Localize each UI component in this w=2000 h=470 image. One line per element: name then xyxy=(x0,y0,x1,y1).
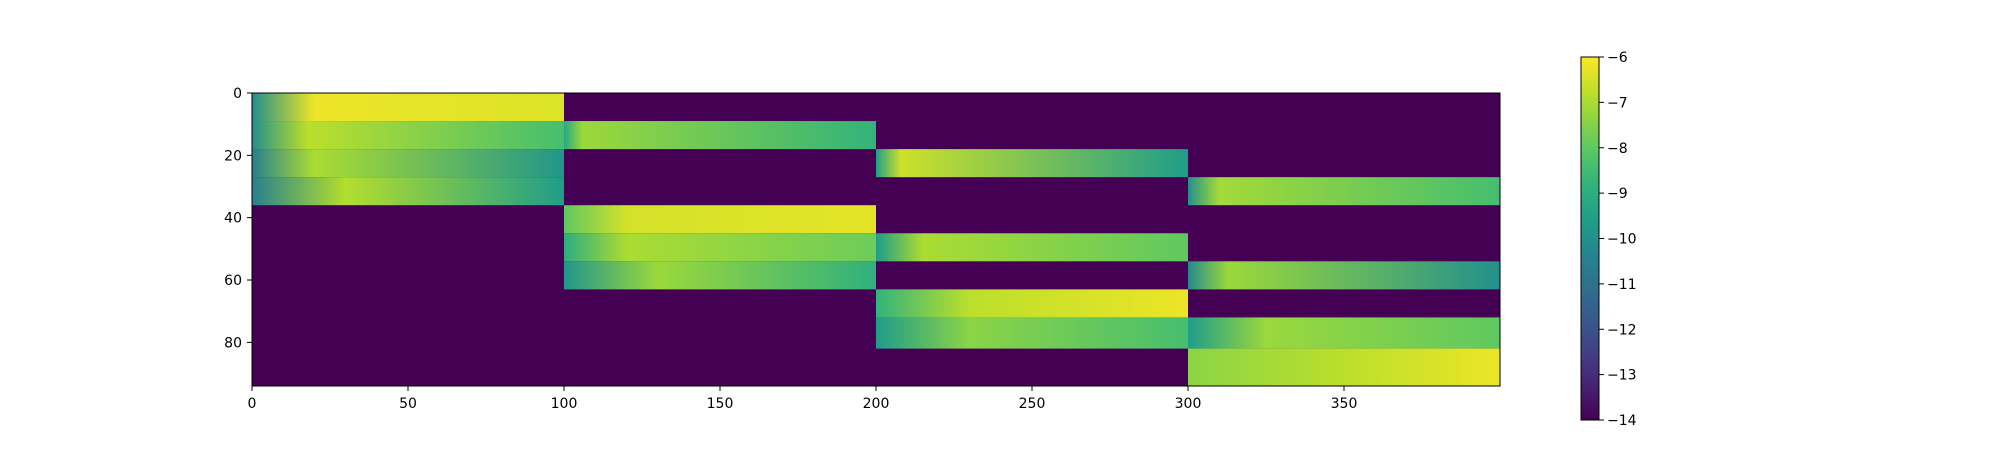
colorbar-tick-label: −11 xyxy=(1607,277,1637,293)
colorbar-tick-label: −9 xyxy=(1607,186,1628,202)
y-tick-label: 40 xyxy=(224,211,242,227)
heatmap-band xyxy=(876,149,1188,178)
heatmap-band xyxy=(876,317,1188,349)
heatmap-band xyxy=(876,289,1188,318)
heatmap-band xyxy=(252,121,564,150)
colorbar-tick-label: −14 xyxy=(1607,413,1637,429)
heatmap-band xyxy=(1188,317,1500,349)
heatmap-band xyxy=(1188,348,1500,386)
heatmap-band xyxy=(252,177,564,206)
colorbar: −14 −13 −12 −11 −10 −9 −8 −7 −6 xyxy=(1580,50,1637,429)
heatmap-band xyxy=(1188,177,1500,206)
heatmap-band xyxy=(564,205,876,234)
y-tick-label: 80 xyxy=(224,335,242,351)
y-tick-label: 60 xyxy=(224,273,242,289)
x-tick-label: 0 xyxy=(248,396,257,412)
x-tick-label: 250 xyxy=(1019,396,1046,412)
colorbar-tick-label: −13 xyxy=(1607,368,1637,384)
x-tick-label: 150 xyxy=(707,396,734,412)
colorbar-tick-label: −7 xyxy=(1607,95,1628,111)
plot-area xyxy=(252,93,1500,386)
axes: 0 50 100 150 200 250 300 350 0 20 40 60 80 xyxy=(224,86,1501,412)
heatmap-band xyxy=(1188,261,1500,290)
x-tick-label: 50 xyxy=(399,396,417,412)
colorbar-tick-label: −8 xyxy=(1607,141,1628,157)
colorbar-tick-label: −6 xyxy=(1607,50,1628,66)
x-tick-label: 100 xyxy=(551,396,578,412)
heatmap-band xyxy=(876,233,1188,262)
heatmap-band xyxy=(564,233,876,262)
heatmap-band xyxy=(564,121,876,150)
heatmap-band xyxy=(564,261,876,290)
y-tick-label: 0 xyxy=(233,86,242,102)
colorbar-scale xyxy=(1580,56,1600,421)
colorbar-tick-label: −12 xyxy=(1607,322,1637,338)
colorbar-tick-label: −10 xyxy=(1607,232,1637,248)
x-tick-label: 350 xyxy=(1331,396,1358,412)
heatmap-band xyxy=(252,149,564,178)
y-tick-label: 20 xyxy=(224,148,242,164)
heatmap-band xyxy=(252,93,564,122)
x-tick-label: 300 xyxy=(1175,396,1202,412)
x-tick-label: 200 xyxy=(863,396,890,412)
